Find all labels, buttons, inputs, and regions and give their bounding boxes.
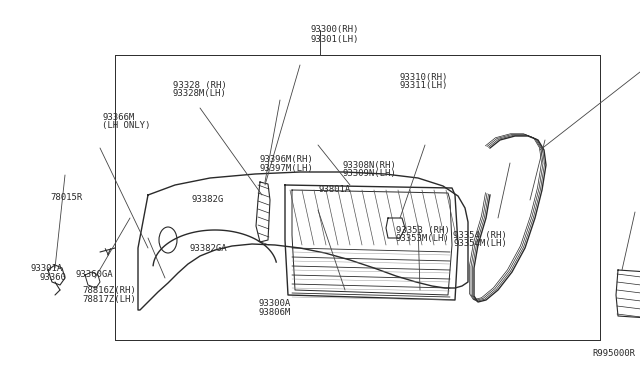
Text: 93301(LH): 93301(LH) xyxy=(310,35,359,44)
Text: 93311(LH): 93311(LH) xyxy=(400,81,449,90)
Text: 93397M(LH): 93397M(LH) xyxy=(259,164,313,173)
Text: 93328M(LH): 93328M(LH) xyxy=(173,89,227,98)
Text: 93801A: 93801A xyxy=(319,185,351,194)
Text: 93396M(RH): 93396M(RH) xyxy=(259,155,313,164)
Text: 93328 (RH): 93328 (RH) xyxy=(173,81,227,90)
Text: 78816Z(RH): 78816Z(RH) xyxy=(82,286,136,295)
Text: (LH ONLY): (LH ONLY) xyxy=(102,121,151,130)
Text: 93300(RH): 93300(RH) xyxy=(310,25,359,34)
Text: 78817Z(LH): 78817Z(LH) xyxy=(82,295,136,304)
Text: 93382GA: 93382GA xyxy=(189,244,227,253)
Text: 93806M: 93806M xyxy=(259,308,291,317)
Text: 93353 (RH): 93353 (RH) xyxy=(396,226,449,235)
Text: 93366M: 93366M xyxy=(102,113,134,122)
Text: 93354 (RH): 93354 (RH) xyxy=(453,231,507,240)
Text: 93301A: 93301A xyxy=(31,264,63,273)
Text: 93308N(RH): 93308N(RH) xyxy=(342,161,396,170)
Text: 93382G: 93382G xyxy=(192,195,224,203)
Text: 93300A: 93300A xyxy=(259,299,291,308)
Text: 93310(RH): 93310(RH) xyxy=(400,73,449,81)
Text: 93354M(LH): 93354M(LH) xyxy=(453,239,507,248)
Text: 93353M(LH): 93353M(LH) xyxy=(396,234,449,243)
Text: R995000R: R995000R xyxy=(592,349,635,358)
Text: 93360: 93360 xyxy=(40,273,67,282)
Text: 93360GA: 93360GA xyxy=(76,270,113,279)
Text: 93309N(LH): 93309N(LH) xyxy=(342,169,396,178)
Text: 78015R: 78015R xyxy=(50,193,82,202)
